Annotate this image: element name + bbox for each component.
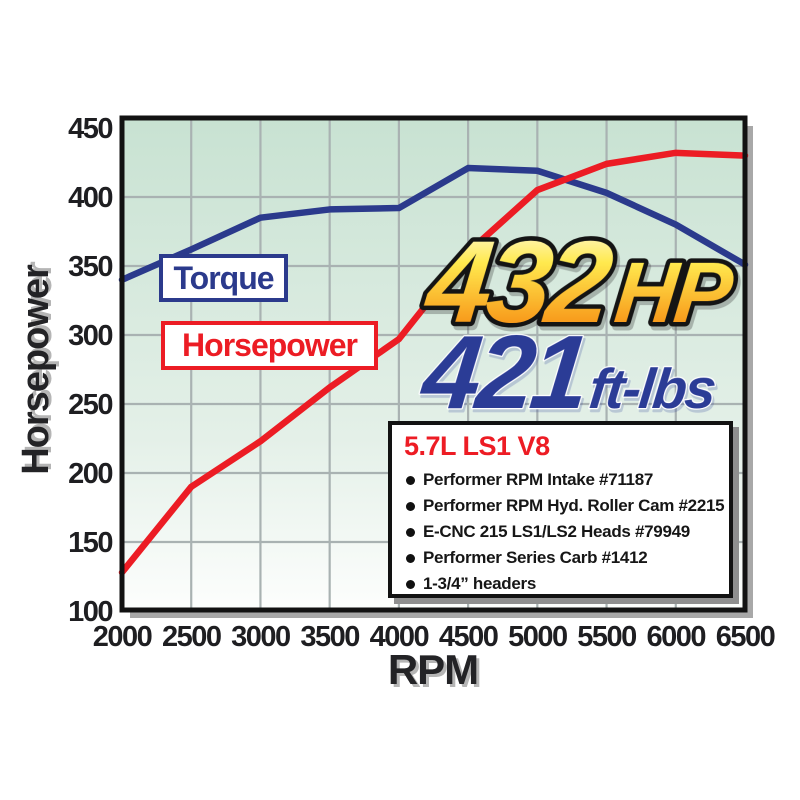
y-tick-label: 300 xyxy=(68,320,112,352)
y-tick-label: 350 xyxy=(68,251,112,283)
engine-spec-title: 5.7L LS1 V8 xyxy=(404,431,550,461)
y-tick-label: 450 xyxy=(68,113,112,145)
y-tick-label: 400 xyxy=(68,182,112,214)
x-tick-label: 3000 xyxy=(231,621,290,653)
x-tick-label: 5000 xyxy=(508,621,567,653)
torque-legend-label: Torque xyxy=(173,259,274,296)
x-axis-title: RPM xyxy=(388,646,478,693)
torque-legend: Torque xyxy=(159,254,288,302)
spec-item: Performer RPM Hyd. Roller Cam #2215 xyxy=(404,493,725,519)
torque-curve xyxy=(118,164,749,284)
peak-torque-value: 421 xyxy=(416,315,592,431)
y-tick-label: 100 xyxy=(68,596,112,628)
bullet-icon xyxy=(406,501,415,511)
x-tick-label: 5500 xyxy=(577,621,636,653)
horsepower-legend-label: Horsepower xyxy=(182,327,358,363)
horsepower-legend: Horsepower xyxy=(161,321,378,370)
x-tick-label: 6000 xyxy=(647,621,706,653)
spec-item-label: 1-3/4” headers xyxy=(423,574,536,593)
y-tick-label: 200 xyxy=(68,458,112,490)
spec-item-label: Performer RPM Intake #71187 xyxy=(423,470,654,489)
y-tick-label: 250 xyxy=(68,389,112,421)
bullet-icon xyxy=(406,475,415,485)
horsepower-curve xyxy=(118,149,749,576)
engine-spec-list: Performer RPM Intake #71187 Performer RP… xyxy=(404,467,725,597)
x-tick-label: 2500 xyxy=(162,621,221,653)
y-axis-title: Horsepower xyxy=(15,264,57,475)
spec-item: E-CNC 215 LS1/LS2 Heads #79949 xyxy=(404,519,721,545)
y-tick-label: 150 xyxy=(68,527,112,559)
peak-callouts: 432HP 421ft-lbs xyxy=(414,213,742,432)
bullet-icon xyxy=(406,579,415,589)
peak-hp-unit: HP xyxy=(611,245,738,341)
spec-item-label: Performer Series Carb #1412 xyxy=(423,548,648,567)
spec-item: 1-3/4” headers xyxy=(404,571,721,597)
spec-item-label: E-CNC 215 LS1/LS2 Heads #79949 xyxy=(423,522,690,541)
x-tick-label: 2000 xyxy=(93,621,152,653)
x-tick-label: 4000 xyxy=(370,621,429,653)
x-tick-label: 3500 xyxy=(300,621,359,653)
spec-item: Performer RPM Intake #71187 xyxy=(404,467,721,493)
spec-item-label: Performer RPM Hyd. Roller Cam #2215 xyxy=(423,496,725,515)
x-tick-label: 4500 xyxy=(439,621,498,653)
peak-hp-callout: 432HP xyxy=(419,217,740,347)
spec-item: Performer Series Carb #1412 xyxy=(404,545,721,571)
plot-frame xyxy=(119,115,748,613)
peak-hp-value: 432 xyxy=(419,217,617,347)
bullet-icon xyxy=(406,527,415,537)
bullet-icon xyxy=(406,553,415,563)
engine-spec-box: 5.7L LS1 V8 Performer RPM Intake #71187 … xyxy=(388,421,733,598)
peak-torque-callout: 421ft-lbs xyxy=(416,315,723,431)
peak-torque-unit: ft-lbs xyxy=(586,357,718,420)
x-tick-label: 6500 xyxy=(716,621,775,653)
